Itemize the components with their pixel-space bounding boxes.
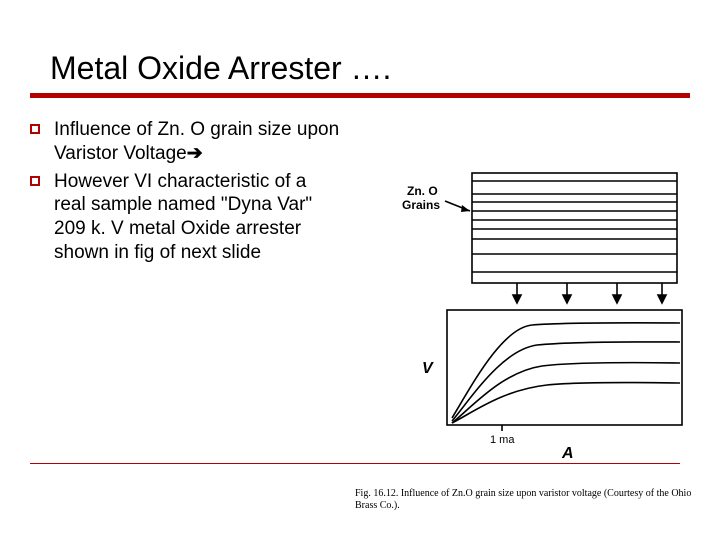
bullet-marker-icon	[30, 176, 40, 186]
vi-curves	[452, 323, 680, 423]
bullet-text-span: However VI characteristic of a real samp…	[54, 171, 312, 263]
bullet-list: Influence of Zn. O grain size upon Varis…	[30, 118, 340, 269]
bullet-text: Influence of Zn. O grain size upon Varis…	[54, 118, 340, 166]
bullet-marker-icon	[30, 124, 40, 134]
figure-caption: Fig. 16.12. Influence of Zn.O grain size…	[355, 488, 700, 512]
vi-chart-box	[447, 310, 682, 425]
bullet-text: However VI characteristic of a real samp…	[54, 170, 340, 265]
bottom-rule	[30, 463, 680, 465]
arrow-icon: ➔	[187, 143, 203, 164]
zno-label: Zn. O	[407, 184, 438, 198]
title-underline	[30, 93, 690, 98]
figure: Zn. O Grains V A 1 ma	[352, 155, 702, 475]
figure-svg: Zn. O Grains V A 1 ma	[352, 155, 702, 475]
grain-box	[472, 173, 677, 283]
bullet-item: However VI characteristic of a real samp…	[30, 170, 340, 265]
x-axis-label: A	[561, 445, 574, 462]
grain-arrows	[513, 283, 666, 303]
grains-label: Grains	[402, 198, 440, 212]
y-axis-label: V	[422, 360, 434, 377]
x-tick-label: 1 ma	[490, 434, 515, 446]
label-pointer-head	[461, 205, 470, 212]
bullet-item: Influence of Zn. O grain size upon Varis…	[30, 118, 340, 166]
slide-title: Metal Oxide Arrester ….	[30, 50, 690, 93]
